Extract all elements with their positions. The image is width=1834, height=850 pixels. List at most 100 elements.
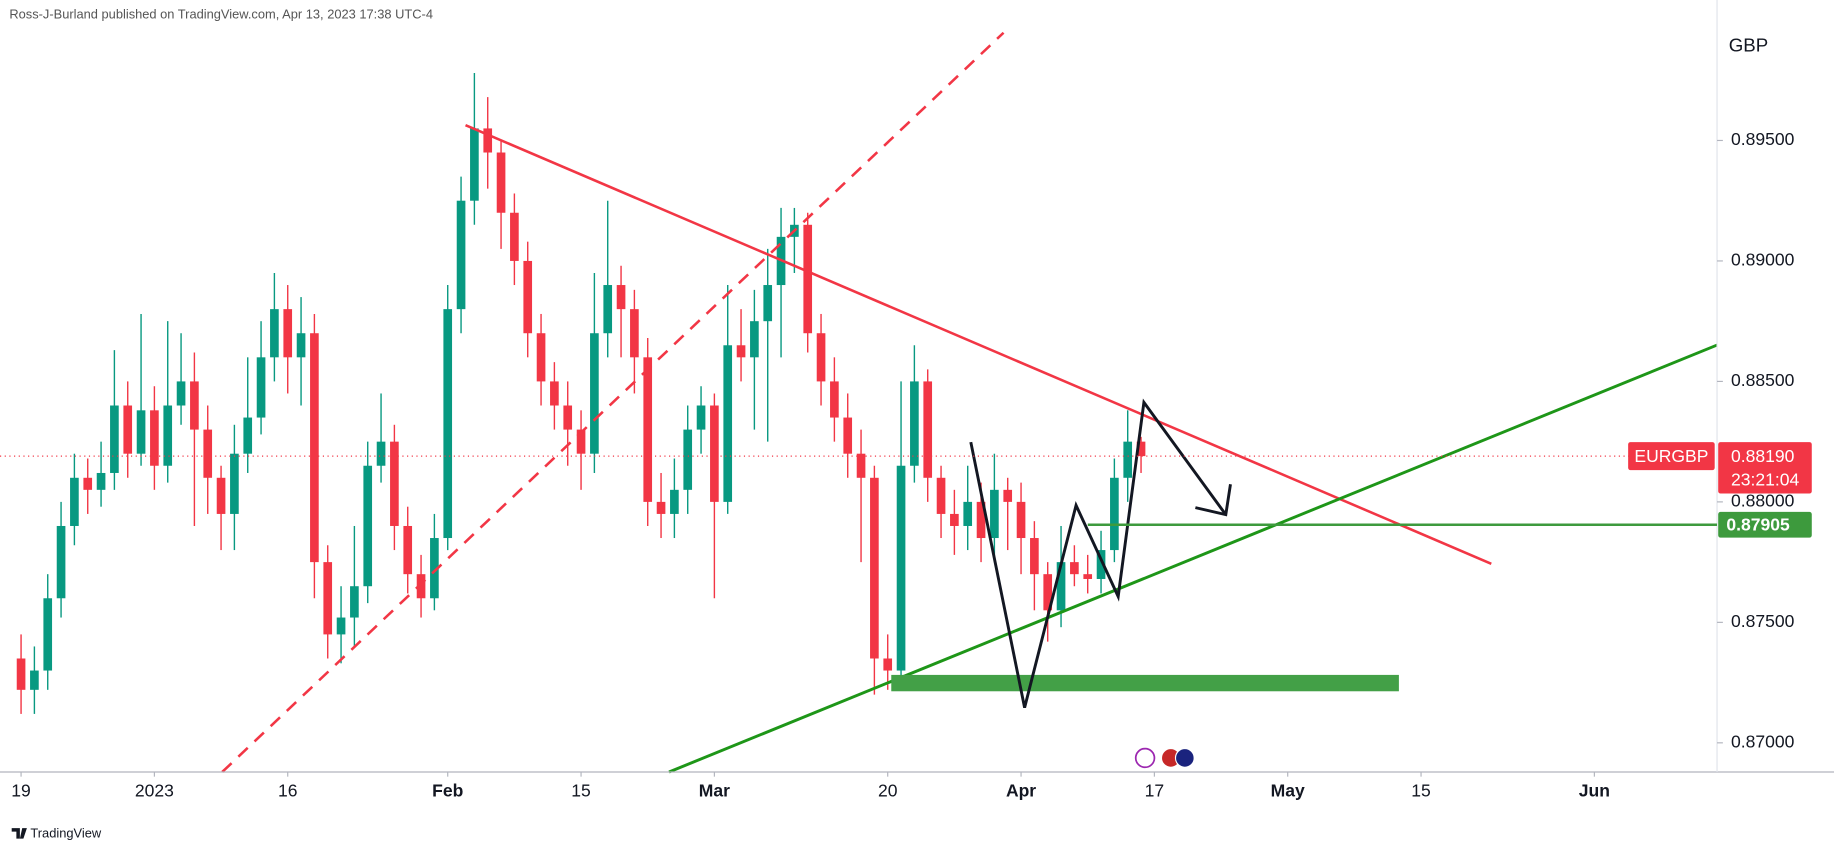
footer: TradingView <box>30 825 101 840</box>
candle-body <box>643 357 653 502</box>
candle-body <box>483 128 493 153</box>
candle-body <box>203 429 213 478</box>
x-tick-label: 2023 <box>135 781 174 801</box>
support-line <box>668 343 1718 774</box>
candle-body <box>1096 550 1106 579</box>
candle-body <box>830 381 839 418</box>
candle-body <box>30 670 39 690</box>
symbol-box <box>1628 442 1715 471</box>
candle-body <box>696 405 706 430</box>
candle-body <box>590 333 599 454</box>
key-level-box <box>1718 511 1812 538</box>
key-level-label: 0.87905 <box>1726 515 1790 535</box>
candle-body <box>1110 477 1119 551</box>
x-tick-label: 15 <box>1411 781 1431 801</box>
last-price-label: 0.88190 <box>1731 446 1795 466</box>
candle-body <box>96 472 106 490</box>
candle-body <box>803 224 813 334</box>
resistance-line <box>465 123 1492 565</box>
dashed-trendline <box>221 31 1005 773</box>
candle-body <box>336 617 346 635</box>
currency: GBP <box>1729 35 1768 56</box>
candle-body <box>750 321 759 358</box>
candle-body <box>1016 501 1026 539</box>
countdown: 23:21:04 <box>1731 469 1799 489</box>
candle-body <box>403 525 413 575</box>
x-tick-label: 20 <box>878 781 898 801</box>
candle-body <box>990 489 999 539</box>
candle-body <box>216 477 226 514</box>
candle-body <box>656 501 666 514</box>
candle-body <box>456 200 466 310</box>
candle-body <box>843 417 853 454</box>
candle-body <box>963 501 973 526</box>
candle-body <box>816 333 826 382</box>
candle-body <box>310 333 319 563</box>
candle-body <box>443 309 453 539</box>
candle-body <box>16 658 26 690</box>
candle-body <box>176 381 186 406</box>
candle-body <box>616 285 626 310</box>
candle-body <box>1123 441 1133 478</box>
candle-body <box>256 357 266 418</box>
candle-body <box>510 212 519 261</box>
y-tick-label: 0.87500 <box>1731 611 1795 631</box>
candle-body <box>536 333 546 382</box>
candle-body <box>896 465 906 671</box>
candles <box>16 73 1146 714</box>
candle-body <box>870 477 879 659</box>
candle-body <box>723 345 733 502</box>
y-tick-label: 0.87000 <box>1731 731 1795 751</box>
x-tick-label: Mar <box>699 781 730 801</box>
candle-body <box>163 405 173 466</box>
candle-body <box>243 417 253 454</box>
arrow-head <box>1195 484 1232 517</box>
candle-body <box>70 477 79 526</box>
x-tick-label: Apr <box>1006 781 1036 801</box>
x-tick-label: 16 <box>278 781 298 801</box>
symbol-label: EURGBP <box>1634 446 1708 466</box>
x-tick-label: Jun <box>1579 781 1610 801</box>
candle-body <box>190 381 199 430</box>
candle-body <box>123 405 133 454</box>
candle-body <box>1070 562 1079 575</box>
y-tick-label: 0.88000 <box>1731 491 1795 511</box>
drawings <box>221 31 1718 774</box>
candle-body <box>376 441 386 466</box>
candle-body <box>43 598 53 671</box>
header: Ross-J-Burland published on TradingView.… <box>9 7 433 22</box>
candle-body <box>430 538 439 599</box>
candle-body <box>923 381 933 478</box>
x-tick-label: 19 <box>11 781 31 801</box>
x-tick-label: Feb <box>432 781 463 801</box>
x-tick-label: 15 <box>571 781 591 801</box>
event-icon[interactable] <box>1174 748 1195 768</box>
candle-body <box>1136 441 1146 457</box>
candle-body <box>390 441 399 526</box>
projection-path <box>969 398 1227 709</box>
candle-body <box>523 260 533 334</box>
candle-body <box>1030 538 1039 575</box>
candle-body <box>363 465 373 587</box>
x-tick-label: May <box>1271 781 1305 801</box>
candle-body <box>136 410 146 454</box>
candle-body <box>683 429 693 490</box>
candle-body <box>350 586 359 618</box>
candle-body <box>1056 562 1066 611</box>
y-tick-label: 0.89500 <box>1731 129 1795 149</box>
demand-zone <box>891 674 1399 692</box>
candle-body <box>936 477 946 514</box>
candle-body <box>576 429 586 454</box>
candle-body <box>1083 574 1093 579</box>
y-tick-label: 0.89000 <box>1731 250 1795 270</box>
candle-body <box>416 574 426 599</box>
event-icon[interactable] <box>1134 747 1156 769</box>
candle-body <box>736 345 746 358</box>
y-tick-label: 0.88500 <box>1731 370 1795 390</box>
candle-body <box>1043 574 1053 611</box>
candle-body <box>763 285 773 322</box>
candle-body <box>110 405 119 473</box>
candle-body <box>323 562 333 635</box>
